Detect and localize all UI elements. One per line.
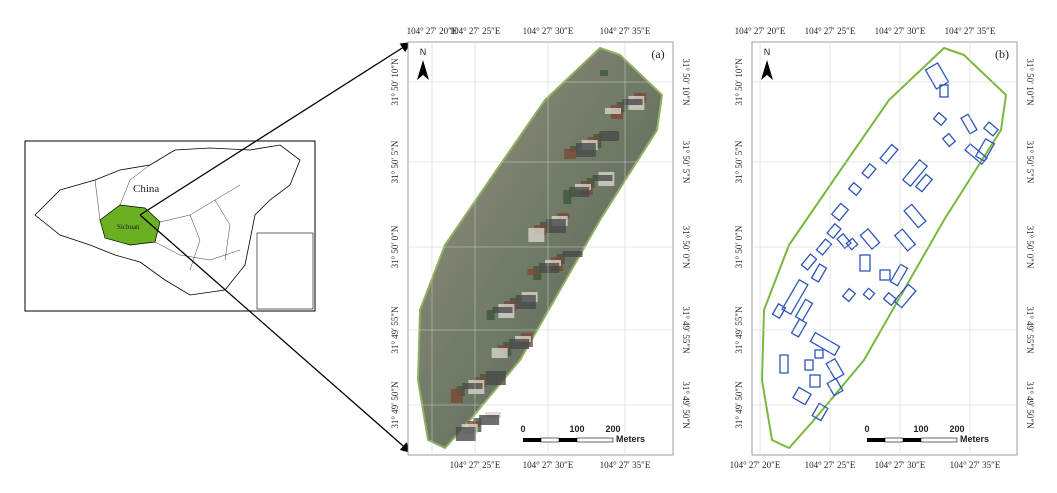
left-tick-label: 31° 50′ 10″N [390,58,400,106]
scale-bar [903,438,921,442]
building-texture [599,131,619,141]
left-tick-label: 31° 50′ 5″N [734,140,744,183]
top-tick-label: 104° 27′ 35″E [600,26,651,36]
bottom-tick-label: 104° 27′ 35″E [950,460,1001,470]
building-texture [456,427,476,441]
scale-label: 100 [569,424,584,434]
building-texture [564,149,576,159]
scale-unit: Meters [960,434,989,444]
building-texture [569,187,589,197]
scale-bar [577,438,613,442]
left-tick-label: 31° 49′ 55″N [734,306,744,354]
map-frame [752,42,1017,455]
building-texture [528,228,544,242]
scale-bar [541,438,559,442]
province-label: Sichuan [117,223,140,231]
right-tick-label: 31° 49′ 50″N [681,381,691,429]
building-texture [451,389,463,403]
building-texture [623,99,643,105]
left-tick-label: 31° 50′ 0″N [390,225,400,268]
building-texture [492,348,508,358]
scale-unit: Meters [616,434,645,444]
inset-islands-box [257,233,313,309]
scale-bar [885,438,903,442]
right-tick-label: 31° 50′ 5″N [681,141,691,184]
building-texture [516,295,536,309]
building-texture [463,383,483,389]
scale-bar [559,438,577,442]
top-tick-label: 104° 27′ 20″E [735,26,786,36]
building-texture [493,307,513,313]
left-tick-label: 31° 50′ 0″N [734,225,744,268]
left-tick-label: 31° 50′ 10″N [734,58,744,106]
building-texture [563,190,571,204]
top-tick-label: 104° 27′ 25″E [805,26,856,36]
left-tick-label: 31° 49′ 50″N [390,381,400,429]
left-tick-label: 31° 49′ 55″N [390,306,400,354]
building-texture [486,371,506,385]
right-tick-label: 31° 50′ 10″N [681,58,691,106]
building-texture [563,251,583,257]
building-texture [487,310,495,320]
right-tick-label: 31° 49′ 50″N [1025,381,1035,429]
country-label: China [133,183,159,195]
top-tick-label: 104° 27′ 30″E [523,26,574,36]
building-texture [593,175,613,181]
top-tick-label: 104° 27′ 25″E [450,26,501,36]
building-texture [479,415,499,425]
left-tick-label: 31° 50′ 5″N [390,140,400,183]
scale-label: 0 [520,424,525,434]
right-tick-label: 31° 50′ 5″N [1025,141,1035,184]
scale-label: 200 [949,424,964,434]
north-label: N [764,47,771,57]
building-texture [576,143,596,157]
top-tick-label: 104° 27′ 30″E [875,26,926,36]
scale-bar [523,438,541,442]
scale-bar [921,438,957,442]
scale-label: 0 [864,424,869,434]
building-texture [546,219,566,233]
panel-label: (b) [995,47,1009,61]
top-tick-label: 104° 27′ 35″E [945,26,996,36]
right-tick-label: 31° 50′ 0″N [1025,226,1035,269]
right-tick-label: 31° 50′ 10″N [1025,58,1035,106]
building-texture [509,339,529,349]
right-tick-label: 31° 49′ 55″N [681,306,691,354]
bottom-tick-label: 104° 27′ 30″E [523,460,574,470]
bottom-tick-label: 104° 27′ 35″E [600,460,651,470]
right-tick-label: 31° 49′ 55″N [1025,306,1035,354]
north-label: N [420,47,427,57]
building-texture [539,263,559,273]
scale-label: 100 [913,424,928,434]
bottom-tick-label: 104° 27′ 25″E [805,460,856,470]
bottom-tick-label: 104° 27′ 20″E [730,460,781,470]
right-tick-label: 31° 50′ 0″N [681,226,691,269]
building-texture [600,70,608,76]
bottom-tick-label: 104° 27′ 25″E [450,460,501,470]
building-texture [605,108,621,114]
scale-label: 200 [605,424,620,434]
left-tick-label: 31° 49′ 50″N [734,381,744,429]
figure: China Sichuan 104° 27′ 20″E 104° 27′ 25″E… [0,0,1057,488]
building-texture [528,269,540,275]
bottom-tick-label: 104° 27′ 30″E [875,460,926,470]
panel-label: (a) [651,47,664,61]
scale-bar [867,438,885,442]
